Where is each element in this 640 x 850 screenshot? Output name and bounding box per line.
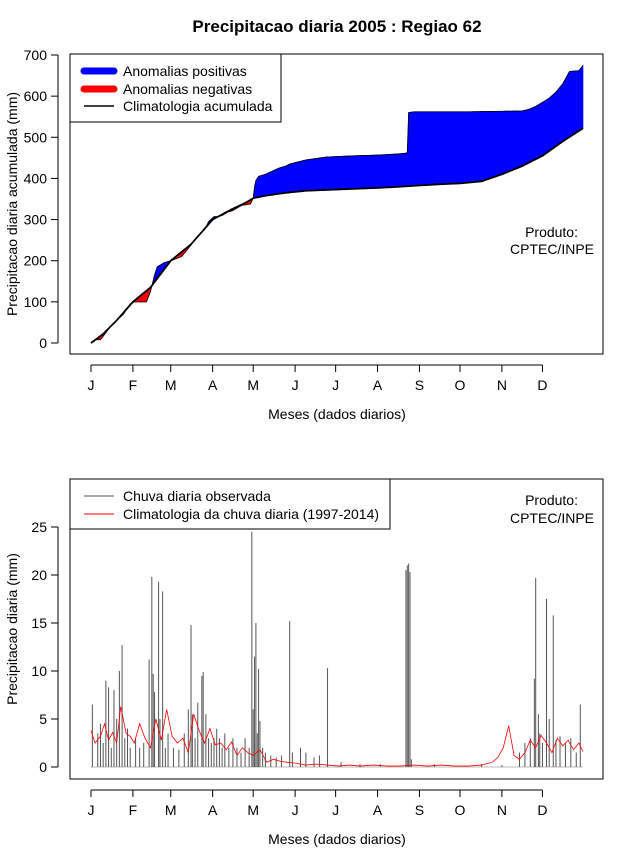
chart-title: Precipitacao diaria 2005 : Regiao 62 xyxy=(192,17,481,36)
top-y-axis-label: Precipitacao diaria acumulada (mm) xyxy=(4,92,20,316)
y-tick-label: 400 xyxy=(24,170,48,186)
x-tick-label: N xyxy=(497,802,507,818)
x-tick-label: J xyxy=(88,377,95,393)
x-tick-label: M xyxy=(247,802,259,818)
legend-label-climatology: Climatologia acumulada xyxy=(123,98,273,114)
y-tick-label: 600 xyxy=(24,88,48,104)
x-tick-label: J xyxy=(292,377,299,393)
legend-label-climatology-daily: Climatologia da chuva diaria (1997-2014) xyxy=(123,506,379,522)
y-tick-label: 100 xyxy=(24,294,48,310)
x-tick-label: O xyxy=(455,802,466,818)
x-tick-label: A xyxy=(373,802,383,818)
top-annotation-line1: Produto: xyxy=(525,224,578,240)
x-tick-label: M xyxy=(165,802,177,818)
x-tick-label: F xyxy=(129,802,138,818)
x-tick-label: F xyxy=(129,377,138,393)
y-tick-label: 20 xyxy=(31,567,47,583)
daily-chart: 0 5 10 15 20 25 J F M A M J J A S O N D Meses (dados dia… xyxy=(4,478,604,847)
y-tick-label: 300 xyxy=(24,212,48,228)
x-tick-label: J xyxy=(88,802,95,818)
bottom-annotation-line2: CPTEC/INPE xyxy=(510,510,594,526)
x-tick-label: M xyxy=(165,377,177,393)
top-annotation-line2: CPTEC/INPE xyxy=(510,241,594,257)
x-tick-label: J xyxy=(332,802,339,818)
positive-anomaly-segment xyxy=(581,64,584,130)
y-tick-label: 5 xyxy=(39,711,47,727)
bottom-legend-box xyxy=(69,478,391,530)
top-plot-frame xyxy=(69,53,604,355)
accumulated-chart: 0 100 200 300 400 500 600 700 J F M A M J J A S O N D Mese… xyxy=(4,47,604,422)
x-tick-label: S xyxy=(415,802,424,818)
bottom-plot-area xyxy=(90,531,584,768)
top-y-axis: 0 100 200 300 400 500 600 700 xyxy=(24,47,59,351)
bottom-y-axis-label: Precipitacao diaria (mm) xyxy=(4,553,20,705)
top-x-axis-label: Meses (dados diarios) xyxy=(268,406,406,422)
top-legend: Anomalias positivas Anomalias negativas … xyxy=(69,53,282,123)
bottom-legend: Chuva diaria observada Climatologia da c… xyxy=(69,478,391,530)
y-tick-label: 200 xyxy=(24,253,48,269)
x-tick-label: S xyxy=(415,377,424,393)
x-tick-label: M xyxy=(247,377,259,393)
bottom-x-axis-label: Meses (dados diarios) xyxy=(268,831,406,847)
x-tick-label: A xyxy=(208,802,218,818)
y-tick-label: 700 xyxy=(24,47,48,63)
y-tick-label: 15 xyxy=(31,615,47,631)
bottom-annotation-line1: Produto: xyxy=(525,492,578,508)
y-tick-label: 0 xyxy=(39,759,47,775)
x-tick-label: O xyxy=(455,377,466,393)
y-tick-label: 0 xyxy=(39,335,47,351)
x-tick-label: D xyxy=(537,802,547,818)
x-tick-label: J xyxy=(292,802,299,818)
top-plot-area xyxy=(90,64,584,344)
bottom-y-axis: 0 5 10 15 20 25 xyxy=(31,519,59,775)
x-tick-label: A xyxy=(208,377,218,393)
legend-label-negative: Anomalias negativas xyxy=(123,81,252,97)
x-tick-label: N xyxy=(497,377,507,393)
climatology-accumulated-line xyxy=(90,127,584,344)
y-tick-label: 25 xyxy=(31,519,47,535)
x-tick-label: A xyxy=(373,377,383,393)
legend-label-observed: Chuva diaria observada xyxy=(123,488,271,504)
x-tick-label: D xyxy=(537,377,547,393)
y-tick-label: 10 xyxy=(31,663,47,679)
x-tick-label: J xyxy=(332,377,339,393)
y-tick-label: 500 xyxy=(24,129,48,145)
legend-label-positive: Anomalias positivas xyxy=(123,63,247,79)
climatology-daily-line xyxy=(90,706,584,767)
